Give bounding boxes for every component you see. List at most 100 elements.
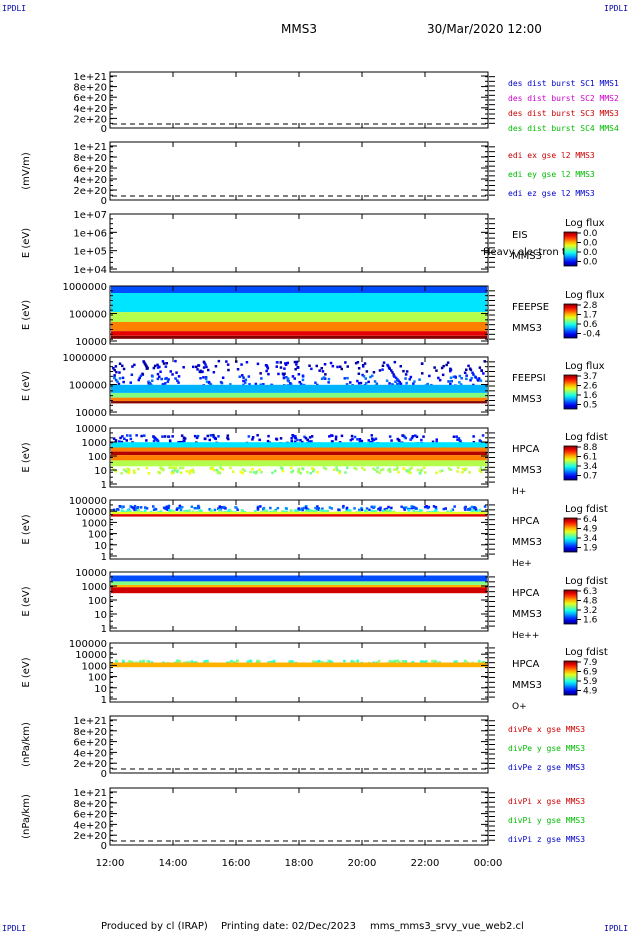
spectrum-speck-hpca-h: [296, 438, 299, 442]
spectrum-speck-hpca-h: [367, 439, 370, 442]
spectrum-speck-hpca-he: [311, 510, 314, 513]
footer-script-name: mms_mms3_srvy_vue_web2.cl: [370, 921, 524, 932]
spectrum-speck-hpca-h: [112, 468, 115, 471]
spectrum-speck-hpca-h: [251, 436, 255, 439]
spectrum-speck-feepsi: [371, 374, 374, 378]
spectrum-speck-feepsi: [248, 383, 251, 386]
spectrum-speck-hpca-he: [117, 508, 120, 511]
spectrum-speck-hpca-he: [322, 510, 326, 513]
spectrum-speck-hpca-he: [227, 509, 230, 512]
spectrum-speck-hpca-h: [256, 434, 259, 437]
spectrum-speck-feepsi: [364, 377, 367, 380]
spectrum-speck-hpca-h: [195, 436, 199, 440]
spectrum-speck-hpca-h: [129, 437, 133, 441]
spectrum-speck-hpca-h: [275, 438, 279, 441]
legend-entry-edi: edi ey gse l2 MMS3: [508, 170, 595, 179]
spectrum-speck-hpca-o: [317, 659, 321, 663]
spectrum-speck-hpca-he: [197, 504, 200, 508]
spectrum-speck-hpca-he: [190, 505, 194, 508]
spectrum-speck-hpca-he: [306, 509, 309, 513]
spectrum-speck-hpca-h: [241, 468, 245, 471]
spectrum-speck-hpca-he: [133, 504, 137, 508]
spectrum-speck-hpca-o: [206, 660, 210, 664]
spectrum-speck-feepsi: [296, 366, 300, 369]
spectrum-speck-hpca-he: [341, 506, 345, 509]
y-tick-label-divpi: 4e+20: [73, 820, 107, 831]
spectrum-speck-feepsi: [118, 377, 122, 380]
spectrum-speck-hpca-h: [127, 468, 131, 471]
spectrum-speck-hpca-h: [291, 469, 295, 473]
spectrum-speck-hpca-h: [459, 440, 462, 443]
spectrum-speck-feepsi: [267, 372, 270, 376]
spectrum-band-hpca-h-2: [111, 447, 487, 452]
spectrum-speck-hpca-h: [271, 471, 274, 475]
spectrum-speck-feepsi: [244, 378, 248, 382]
spectrum-speck-feepsi: [474, 376, 478, 379]
y-axis-label-edi: (mV/m): [21, 152, 32, 190]
spectrum-speck-hpca-he: [365, 507, 369, 510]
spectrum-speck-hpca-he: [373, 505, 376, 509]
legend-entry-divpi: divPi y gse MMS3: [508, 816, 585, 825]
y-tick-label-eis: 1e+06: [73, 228, 107, 239]
spectrum-speck-feepsi: [283, 372, 286, 375]
colorbar-title-hpca-o: Log fdist: [565, 647, 608, 658]
spectrum-speck-hpca-h: [274, 469, 277, 473]
spectrum-speck-hpca-o: [398, 661, 401, 664]
spectrum-speck-hpca-he: [220, 506, 223, 509]
spectrum-speck-hpca-h: [290, 440, 294, 443]
spectrum-speck-hpca-he: [223, 505, 226, 509]
spectrum-speck-hpca-h: [172, 466, 175, 470]
spectrum-speck-hpca-he: [349, 509, 352, 512]
spectrum-speck-hpca-o: [291, 660, 294, 663]
colorbar-title-feepse: Log flux: [565, 290, 605, 301]
side-label-eis: EIS: [512, 230, 528, 241]
spectrum-speck-feepsi: [405, 381, 408, 385]
y-tick-label-eis: 1e+07: [73, 210, 107, 221]
spectrum-speck-feepsi: [254, 382, 258, 386]
spectrum-speck-hpca-h: [127, 470, 131, 473]
spectrum-speck-hpca-h: [218, 471, 222, 475]
spectrum-speck-feepsi: [245, 361, 249, 364]
spectrum-speck-feepsi: [469, 379, 472, 382]
spectrum-speck-hpca-he: [165, 505, 168, 508]
spectrum-band-hpca-h-3: [111, 451, 487, 456]
spectrum-speck-feepsi: [449, 376, 453, 379]
spectrum-speck-feepsi: [166, 380, 170, 383]
spectrum-speck-hpca-h: [346, 466, 349, 470]
spectrum-speck-hpca-h: [217, 435, 220, 438]
colorbar-value-hpca-o: 7.9: [583, 658, 598, 668]
spectrum-speck-hpca-he: [317, 508, 321, 511]
y-tick-label-hpca-he2: 1: [101, 624, 107, 635]
spectrum-speck-feepsi: [281, 372, 285, 375]
y-tick-label-edi: 1e+21: [73, 142, 107, 153]
colorbar-title-hpca-he: Log fdist: [565, 504, 608, 515]
spectrum-speck-hpca-h: [388, 435, 392, 438]
panel-frame-divpe: [109, 715, 489, 774]
spectrum-speck-hpca-he: [446, 510, 449, 513]
spectrum-speck-hpca-o: [204, 660, 207, 663]
spectrum-speck-feepsi: [204, 363, 207, 366]
legend-entry-divpe: divPe y gse MMS3: [508, 744, 585, 753]
spectrum-speck-hpca-h: [456, 470, 459, 473]
spectrum-speck-feepsi: [463, 371, 467, 374]
colorbar-eis: [563, 231, 578, 267]
spectrum-speck-hpca-he: [358, 508, 361, 512]
spectrum-speck-hpca-h: [260, 471, 263, 474]
spectrum-speck-hpca-he: [383, 508, 387, 511]
corner-label-bottom-right: IPDLI: [604, 924, 629, 933]
spectrum-speck-feepsi: [293, 377, 296, 380]
spectrum-band-feepse-2: [111, 312, 487, 322]
spectrum-speck-hpca-o: [231, 661, 234, 664]
spectrum-speck-feepsi: [114, 365, 118, 368]
spectrum-speck-feepsi: [171, 373, 174, 376]
spectrum-speck-feepsi: [388, 382, 391, 385]
y-tick-label-divpe: 1e+21: [73, 716, 107, 727]
spectrum-speck-feepsi: [204, 376, 208, 379]
y-tick-label-hpca-h: 100: [88, 452, 107, 463]
spectrum-speck-hpca-h: [372, 438, 375, 442]
spectrum-speck-hpca-h: [126, 467, 129, 470]
spectrum-speck-hpca-o: [483, 661, 486, 664]
spectrum-speck-hpca-h: [414, 434, 417, 437]
y-tick-label-hpca-h: 1000: [82, 438, 107, 449]
